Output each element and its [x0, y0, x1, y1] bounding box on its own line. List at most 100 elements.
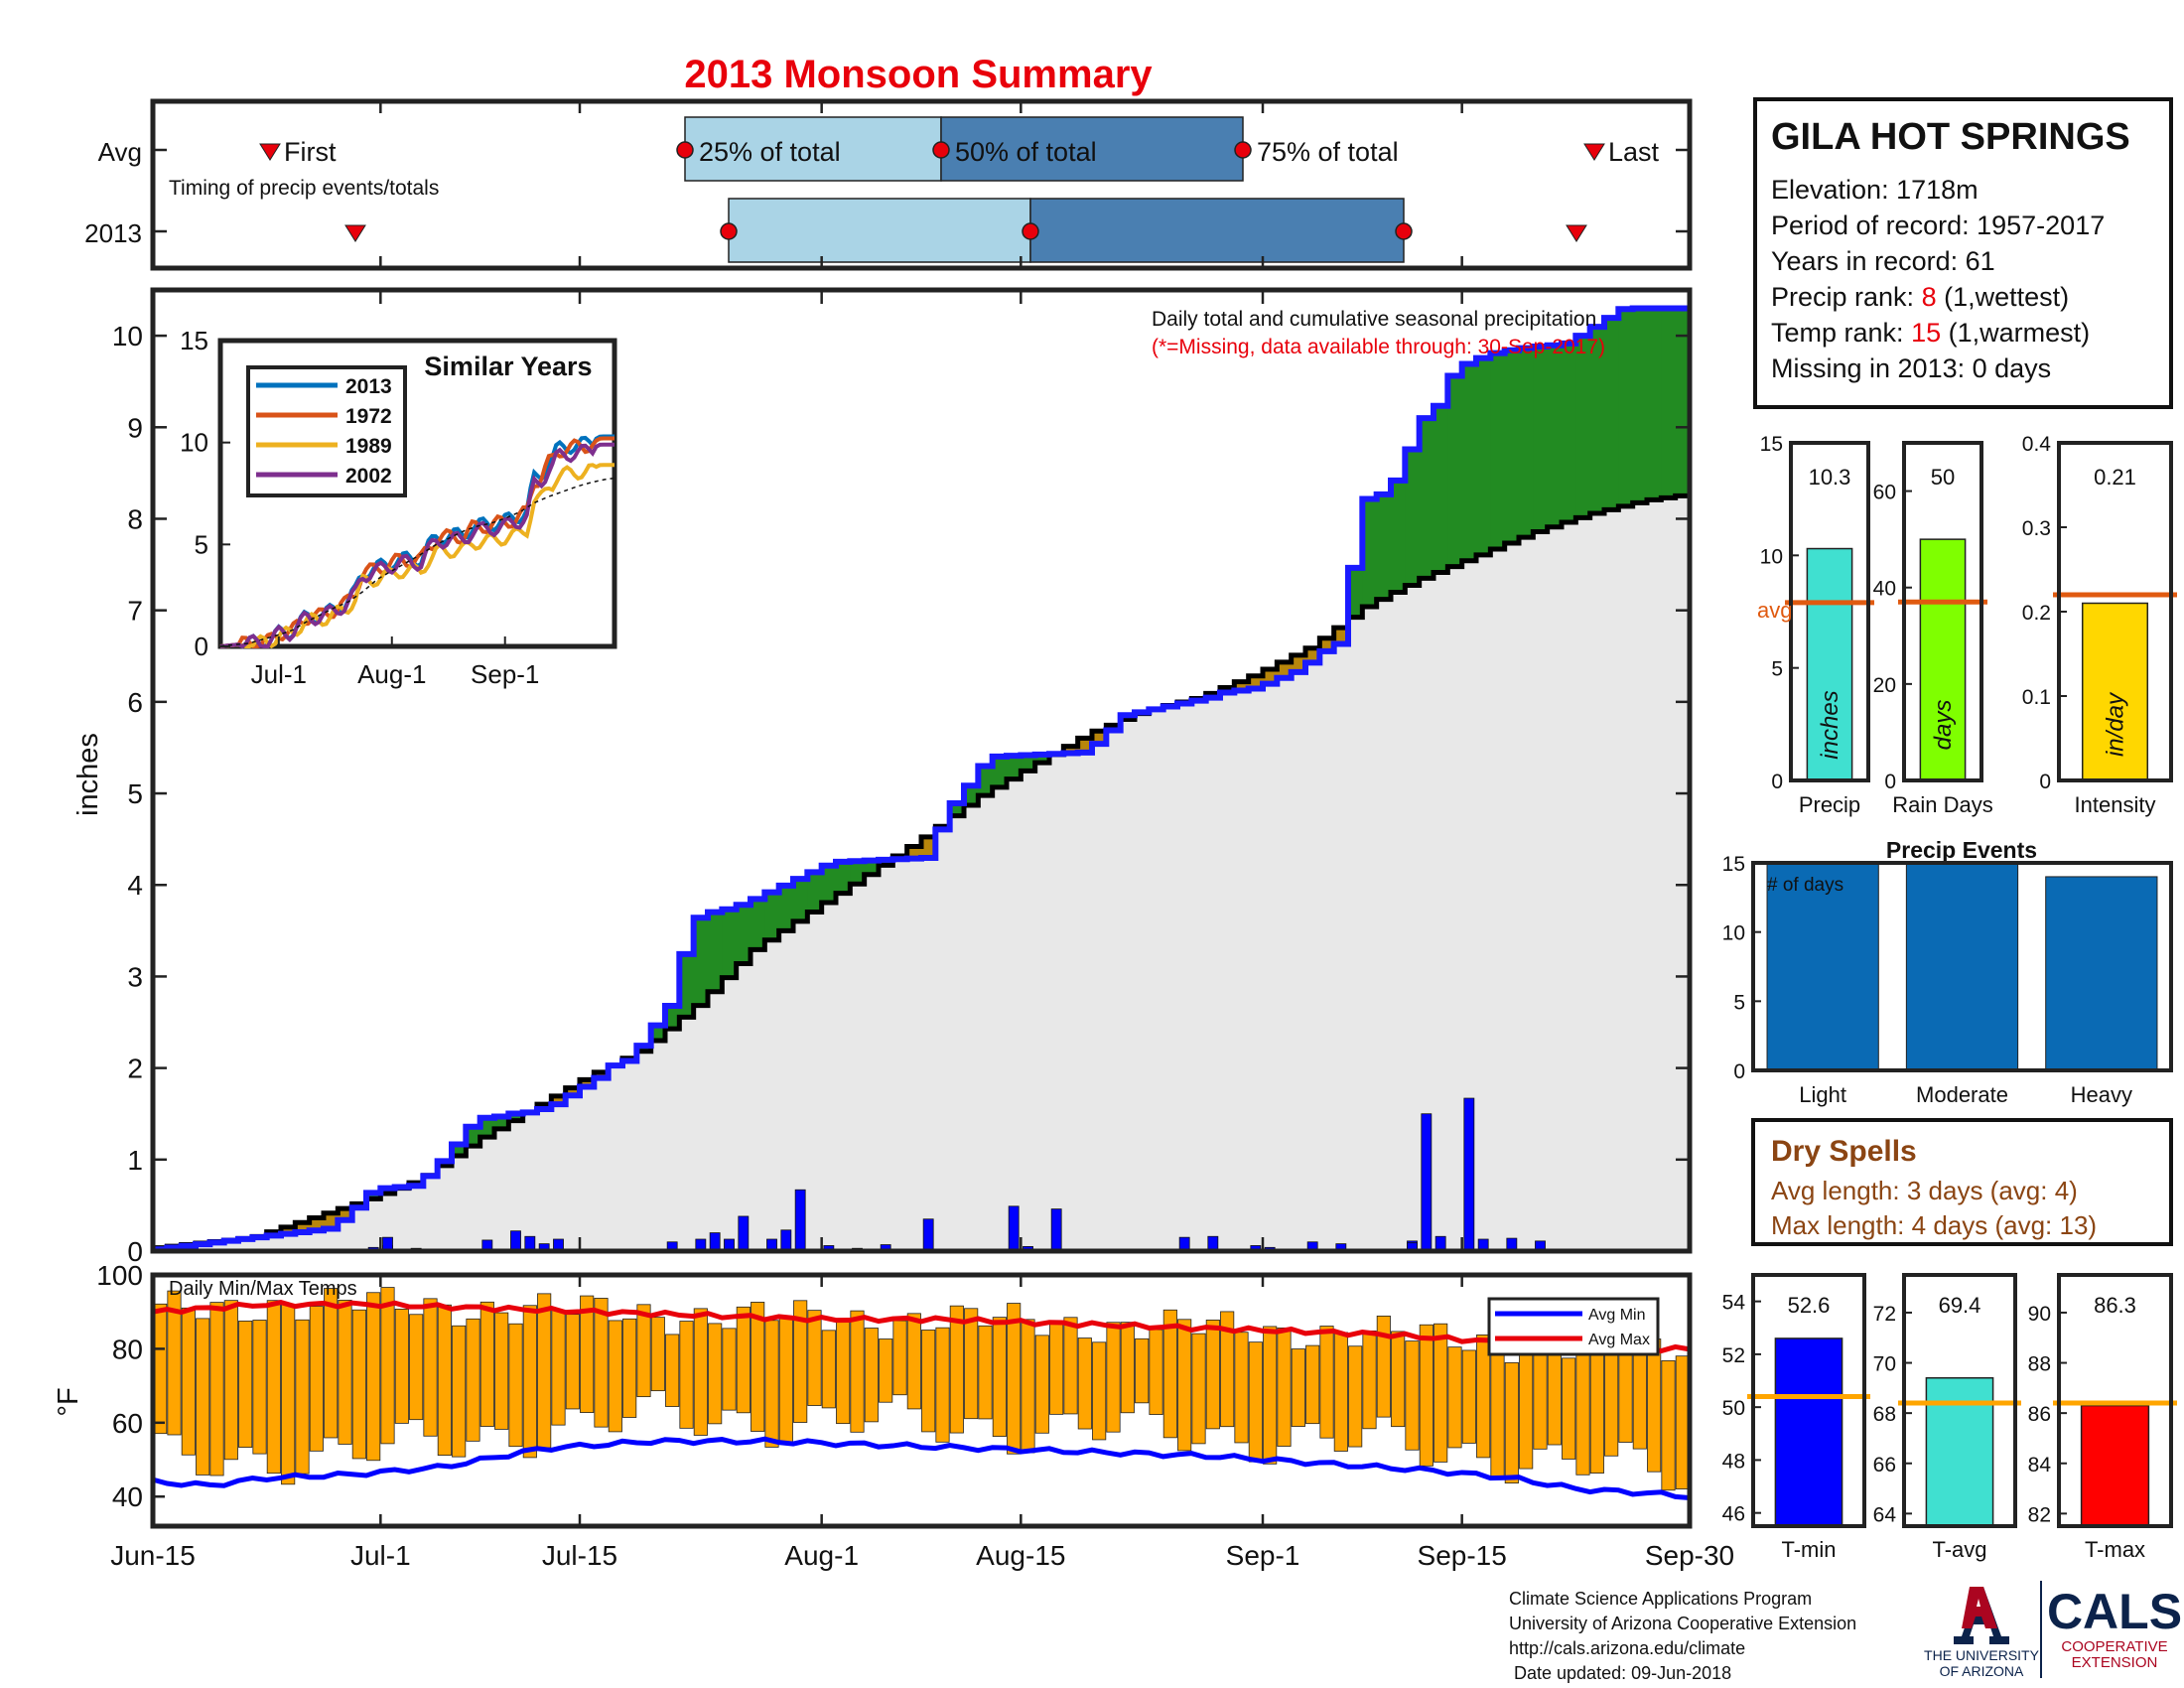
season-bar-rain-days [1919, 538, 1967, 781]
daily-temp-bar [622, 1318, 637, 1418]
cumulative-fill-base [252, 1237, 268, 1251]
cumulative-fill-base [1007, 778, 1022, 1251]
avg-max-temp-line [152, 1300, 1691, 1354]
daily-temp-bar [708, 1323, 723, 1425]
above-average-fill [751, 899, 765, 950]
season-y-tick-label: 10 [1760, 545, 1783, 568]
precip-events-y-tick-label: 0 [1733, 1060, 1745, 1083]
cumulative-fill-base [992, 786, 1008, 1251]
temp-avg-bar-t-min [1774, 1337, 1843, 1527]
above-average-fill [1461, 363, 1477, 561]
daily-temp-bar [1661, 1359, 1676, 1491]
cumulative-fill-base [821, 903, 837, 1251]
season-unit-label: in/day [2103, 691, 2129, 757]
cumulative-fill-base [1220, 692, 1235, 1251]
avg-50pct-marker [932, 141, 950, 159]
precip-events-bars [1766, 862, 2158, 1071]
cumulative-fill-base [1135, 713, 1150, 1251]
university-of-arizona-logo: THE UNIVERSITY OF ARIZONA CALS COOPERATI… [1924, 1581, 2182, 1679]
above-average-fill [1604, 318, 1619, 510]
precip-y-tick-label: 7 [127, 596, 143, 627]
above-average-fill [949, 803, 965, 816]
temp-avg-y-tick-label: 46 [1722, 1503, 1745, 1526]
cumulative-fill-base [622, 1060, 637, 1251]
season-unit-label: days [1930, 700, 1957, 751]
dry-spells-panel: Dry Spells Avg length: 3 days (avg: 4) M… [1751, 1118, 2173, 1246]
above-average-fill [1647, 308, 1662, 500]
avg-last-marker [1583, 143, 1605, 161]
inset-y-tick-label: 5 [195, 529, 208, 559]
daily-temp-bar [266, 1300, 281, 1475]
cumulative-fill-base [380, 1193, 396, 1251]
season-y-tick-label: 0.3 [2022, 517, 2051, 540]
above-average-fill [650, 1025, 666, 1041]
cumulative-fill-base [551, 1104, 567, 1251]
cumulative-fill-base [1305, 662, 1320, 1251]
above-average-fill [1589, 327, 1605, 513]
daily-temp-bar [1391, 1331, 1406, 1428]
dry-spells-max: Max length: 4 days (avg: 13) [1771, 1210, 2097, 1240]
precip-y-label: inches [72, 733, 104, 816]
above-average-fill [693, 917, 709, 1006]
y2013-75pct-marker [1395, 222, 1413, 240]
cumulative-fill-base [636, 1051, 652, 1251]
above-average-fill [1632, 308, 1648, 503]
cumulative-fill-base [906, 858, 922, 1251]
season-chart-frame [1902, 441, 1983, 782]
ua-logo-inner [1962, 1587, 1997, 1628]
above-average-fill [1661, 308, 1677, 498]
temp-y-tick-label: 40 [112, 1481, 143, 1512]
above-average-fill [1476, 357, 1491, 555]
above-average-fill [1433, 405, 1448, 573]
above-average-fill [1533, 346, 1549, 532]
daily-temp-bar [522, 1305, 537, 1459]
precip-y-tick-label: 9 [127, 412, 143, 443]
precip-events-title: Precip Events [1886, 837, 2037, 863]
above-average-fill [764, 892, 780, 940]
date-tick-label: Aug-1 [784, 1540, 859, 1571]
daily-temp-bar [836, 1321, 851, 1425]
above-average-fill [452, 1144, 467, 1156]
inset-series-2002 [219, 442, 614, 649]
cumulative-fill-base [1149, 709, 1164, 1251]
temp-avg-y-tick-label: 48 [1722, 1450, 1745, 1473]
precip-events-panel: Precip Events Light Moderate Heavy 0 5 10 15 #… [1722, 837, 2173, 1107]
above-average-fill [1618, 309, 1634, 506]
date-tick-label: Sep-30 [1645, 1540, 1734, 1571]
above-average-fill [708, 912, 723, 992]
above-average-fill [494, 1116, 509, 1129]
daily-temp-bar [1162, 1309, 1177, 1439]
cumulative-fill-base [522, 1112, 538, 1251]
dry-spells-avg: Avg length: 3 days (avg: 4) [1771, 1176, 2078, 1205]
precip-events-y-tick-label: 10 [1722, 922, 1745, 945]
daily-temp-bar [1319, 1326, 1334, 1439]
daily-temp-bar [722, 1328, 737, 1411]
last-label: Last [1608, 137, 1660, 167]
season-category-label: Intensity [2075, 792, 2156, 817]
below-average-fill [906, 846, 922, 859]
daily-temp-bar [508, 1323, 523, 1448]
footer-line-2: University of Arizona Cooperative Extens… [1509, 1614, 1856, 1633]
temp-avg-y-tick-label: 88 [2028, 1353, 2051, 1376]
daily-temp-bar [1034, 1335, 1049, 1434]
below-average-fill [1234, 681, 1250, 691]
station-name: GILA HOT SPRINGS [1771, 116, 2130, 158]
above-average-fill [1575, 336, 1591, 518]
cumulative-fill-base [1291, 671, 1306, 1251]
below-average-fill [281, 1226, 296, 1234]
daily-temp-bar [309, 1306, 324, 1452]
cumulative-fill-base [1575, 517, 1591, 1251]
precip-y-tick-label: 3 [127, 961, 143, 992]
pct75-label: 75% of total [1257, 137, 1399, 167]
cumulative-fill-base [1504, 543, 1520, 1251]
cumulative-fill-base [1490, 548, 1506, 1251]
daily-temp-bar [921, 1330, 936, 1433]
cumulative-fill-base [479, 1137, 495, 1251]
season-y-tick-label: 60 [1873, 482, 1896, 504]
cumulative-fill-base [437, 1165, 453, 1251]
cumulative-fill-base [1562, 522, 1576, 1251]
daily-temp-bar [394, 1309, 409, 1424]
daily-temp-bar [466, 1318, 480, 1442]
cumulative-fill-base [1049, 754, 1064, 1251]
cumulative-fill-base [751, 949, 765, 1251]
